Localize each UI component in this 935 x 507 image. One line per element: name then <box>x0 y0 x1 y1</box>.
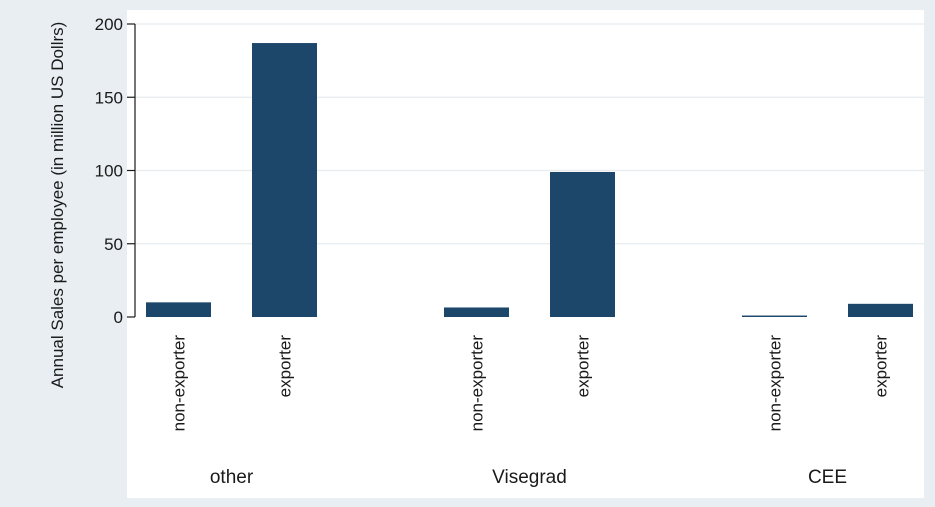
category-labels: non-exporter exporter other non-exporter exp… <box>170 335 891 488</box>
category-label-visegrad-non-exporter: non-exporter <box>468 335 487 432</box>
category-label-cee-non-exporter: non-exporter <box>766 335 785 432</box>
y-axis-title: Annual Sales per employee (in million US… <box>48 22 67 389</box>
y-tick-label-200: 200 <box>95 15 123 34</box>
bar-other-non-exporter <box>146 302 211 317</box>
category-label-cee-exporter: exporter <box>872 335 891 398</box>
bar-visegrad-exporter <box>550 171 615 317</box>
group-label-visegrad: Visegrad <box>492 467 567 488</box>
category-label-visegrad-exporter: exporter <box>574 335 593 398</box>
y-tick-label-150: 150 <box>95 88 123 107</box>
bar-visegrad-non-exporter <box>444 307 509 317</box>
y-tick-label-100: 100 <box>95 162 123 181</box>
plot-area <box>127 10 924 498</box>
category-label-other-non-exporter: non-exporter <box>170 335 189 432</box>
bar-cee-non-exporter <box>742 315 807 317</box>
group-label-cee: CEE <box>808 467 847 488</box>
bar-other-exporter <box>252 43 317 318</box>
bars <box>146 43 913 318</box>
group-label-other: other <box>210 467 254 488</box>
y-axis: 0 50 100 150 200 <box>95 15 136 327</box>
category-label-other-exporter: exporter <box>276 335 295 398</box>
y-tick-label-50: 50 <box>104 235 123 254</box>
y-tick-label-0: 0 <box>114 308 123 327</box>
bar-cee-exporter <box>848 303 913 317</box>
